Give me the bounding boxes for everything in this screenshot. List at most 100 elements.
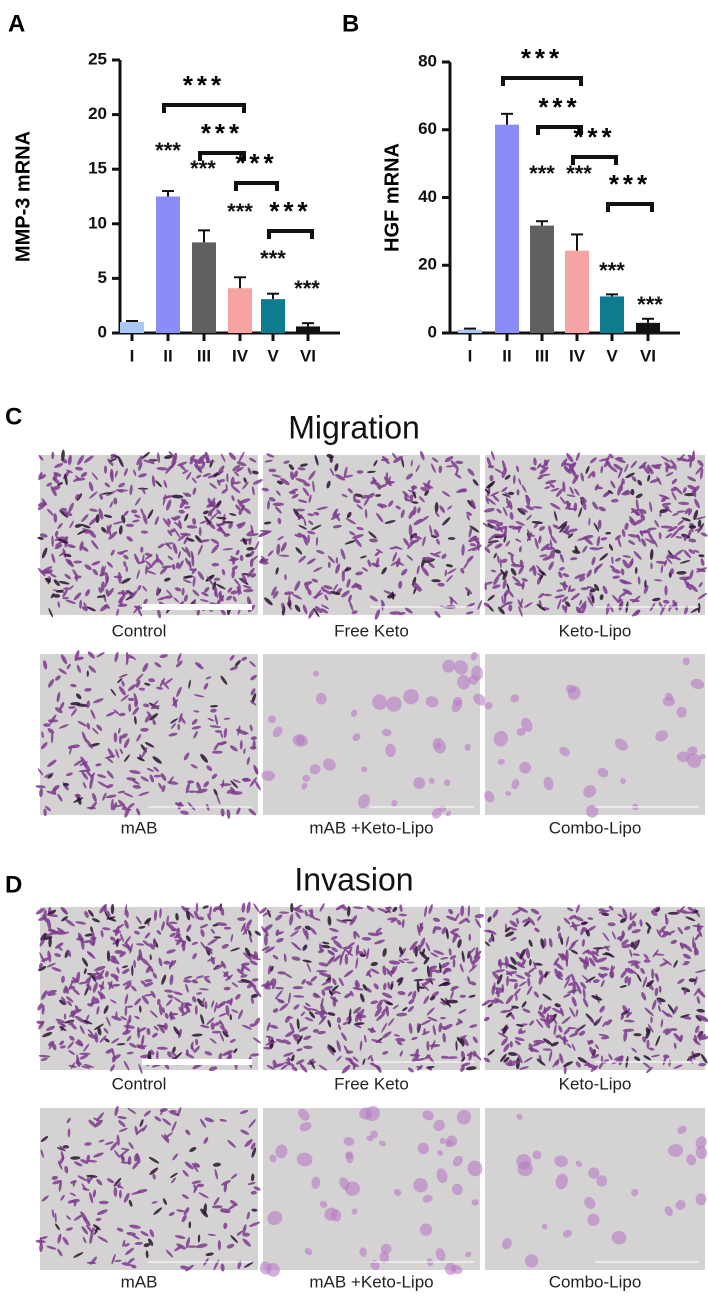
cell [152,756,162,764]
cell [216,509,222,515]
cell [424,978,436,981]
cell [544,971,548,978]
cell [428,777,435,784]
bar [120,322,144,333]
cell [505,497,510,507]
cell [661,1009,670,1018]
cell [117,591,124,595]
cell [417,507,421,514]
cell [294,925,302,931]
cell [327,561,331,569]
cell [533,457,537,466]
cell [562,573,570,578]
cell [138,925,146,929]
cell [250,674,257,681]
cell [87,1033,98,1039]
cell [175,562,180,569]
cell [549,550,554,557]
cell [466,1052,474,1056]
cell [243,588,254,593]
cell [249,724,253,732]
cell [96,724,103,731]
cell [398,959,405,964]
cell [553,1024,557,1036]
cell [525,494,531,506]
cell [569,1007,576,1018]
cell [484,790,495,803]
cell [543,776,554,791]
cell [151,475,156,488]
cell [88,516,98,526]
cell [651,911,658,916]
cell [106,561,114,568]
cell [469,1024,478,1028]
cell [190,979,198,983]
cell [346,511,352,519]
cell [375,557,380,568]
cell [236,523,243,527]
cell [158,1024,165,1034]
cell [166,499,172,511]
cell [138,560,147,564]
cell [156,686,163,690]
cell [118,799,126,809]
panel-label: B [342,10,359,37]
cell [643,529,651,534]
cell [250,997,254,1005]
cell [117,790,126,794]
cell [666,1012,673,1018]
cell [641,538,647,547]
cell [116,967,120,974]
cell [663,559,668,567]
cell [88,909,94,917]
cell [59,999,66,1006]
cell [645,922,652,929]
cell [676,751,690,763]
cell [81,514,89,523]
cell [67,980,74,992]
cell [502,506,508,517]
cell [440,998,449,1006]
cell [382,965,387,976]
cell [206,1017,215,1025]
cell [307,588,312,596]
significance-label: *** [190,156,216,181]
cell [660,456,671,463]
cell [369,538,378,543]
cell [429,995,436,1001]
cell [542,555,554,561]
cell [148,678,156,683]
cell [411,1036,418,1041]
cell [225,1005,230,1016]
micrograph [259,1105,483,1277]
cell [698,1062,707,1067]
cell [151,1032,158,1038]
cell [348,594,352,603]
cell [88,491,98,499]
cell [156,930,162,935]
cell [486,541,494,548]
cell [99,493,104,500]
micrograph-background [485,1108,705,1270]
cell [191,725,202,730]
cell [323,985,334,991]
cell [180,498,189,505]
cell [670,459,677,468]
cell [223,727,228,739]
cell [121,965,129,969]
cell [68,502,74,513]
cell [46,1025,56,1031]
cell [141,451,150,459]
cell [341,590,350,598]
cell [425,1066,435,1069]
cell [563,1065,567,1075]
cell [166,999,173,1007]
cell [86,700,91,709]
cell [503,525,508,538]
cell [673,1042,677,1049]
bar [458,329,482,333]
cell [484,701,493,710]
cell [293,470,299,478]
cell [621,491,632,496]
cell [58,580,70,585]
